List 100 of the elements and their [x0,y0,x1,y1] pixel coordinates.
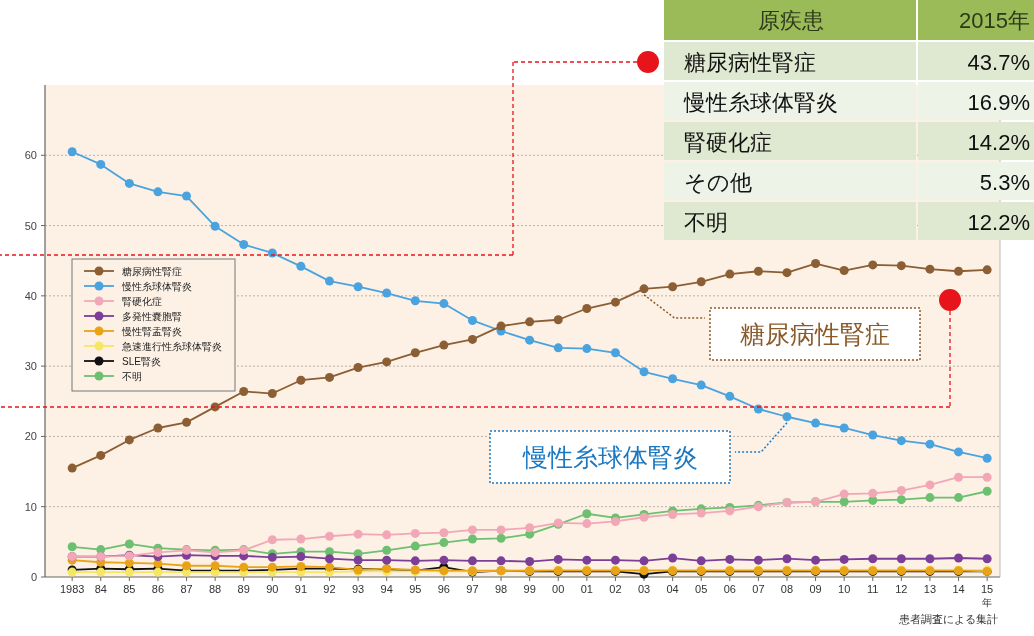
legend-label: 慢性腎盂腎炎 [121,326,182,337]
category-label: 慢性糸球体腎炎 [683,90,838,115]
point [67,463,77,473]
category-label: 糖尿病性腎症 [684,50,816,75]
data-label: 14.2% [967,130,1030,155]
point [410,528,420,538]
point [439,555,449,565]
x-tick-label: 11 [867,583,879,595]
category-label: その他 [684,170,752,195]
point [896,261,906,271]
x-axis-title: 年 [982,597,993,608]
x-tick-label: 91 [294,583,308,595]
y-tick-label: 30 [24,360,37,373]
category-label: 腎硬化症 [684,130,772,155]
x-tick-label: 02 [609,583,622,595]
data-label: 43.7% [967,50,1030,75]
point [925,480,935,490]
x-tick-label: 00 [552,583,565,595]
point [496,321,506,331]
point [668,553,678,563]
point [725,554,735,564]
point [725,506,735,516]
point [467,334,477,344]
x-tick-label: 87 [180,583,193,595]
point [868,430,878,440]
point [353,529,363,539]
point [267,535,277,545]
point [639,367,649,377]
x-tick-label: 95 [409,583,422,595]
point [525,335,535,345]
point [439,528,449,538]
point [296,552,306,562]
x-tick-label: 93 [351,583,365,595]
point [954,472,964,482]
x-tick-label: 97 [466,583,479,595]
point [325,372,334,382]
text: 2015年 [959,8,1030,33]
x-tick-label: 98 [494,583,508,595]
point [124,178,134,188]
y-tick-label: 40 [24,289,37,302]
point [182,191,192,201]
point [153,423,163,433]
x-tick-label: 1983 [59,583,85,595]
point [325,554,334,564]
point [239,562,249,572]
x-tick-label: 96 [437,583,450,595]
point [325,547,334,557]
x-tick-label: 94 [380,583,393,595]
legend-label: 急速進行性糸球体腎炎 [121,341,222,352]
point [525,317,535,327]
point [982,453,992,463]
point [896,495,906,505]
x-tick-label: 89 [237,583,250,595]
point [839,266,849,276]
x-tick-label: 03 [637,583,651,595]
point [982,472,992,482]
y-tick-label: 20 [24,430,37,443]
data-label: 16.9% [967,90,1030,115]
point [267,389,277,399]
point [124,435,134,445]
point [782,268,792,278]
point [467,525,477,535]
point [296,375,306,385]
point [982,554,992,564]
point [982,265,992,275]
point [124,539,134,549]
point [496,525,506,535]
point [182,417,192,427]
annotation: 糖尿病性腎症 [740,320,890,348]
x-tick-label: 01 [580,583,593,595]
x-tick-label: 92 [323,583,336,595]
text: 原疾患 [758,8,824,33]
point [954,266,964,276]
point [925,554,935,564]
point [982,486,992,496]
point [668,282,678,292]
point [210,561,220,571]
x-tick-label: 13 [923,583,937,595]
point [467,534,477,544]
point [639,556,649,566]
point [67,542,77,552]
point [525,557,535,567]
y-tick-label: 0 [30,571,37,583]
point [582,304,592,314]
point [553,343,563,353]
point [868,260,878,270]
point [896,486,906,496]
point [582,555,592,565]
point [954,493,964,503]
point [896,554,906,564]
point [353,363,363,373]
x-tick-label: 04 [666,583,679,595]
point [496,556,506,566]
category-label: 不明 [684,210,728,235]
point [925,264,935,274]
point [696,556,706,566]
point [582,344,592,354]
point [96,159,106,169]
x-tick-label: 07 [752,583,765,595]
point [382,530,392,540]
